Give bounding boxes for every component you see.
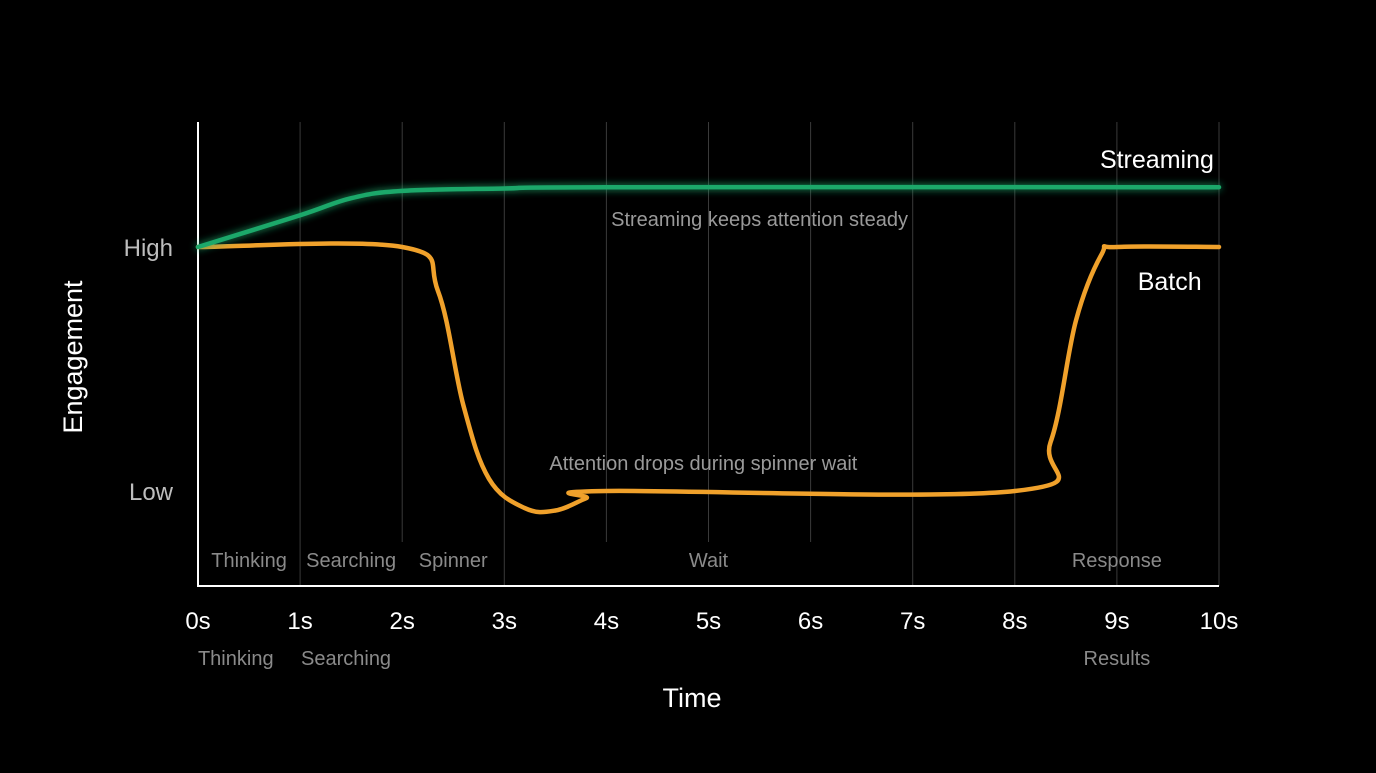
series-label-batch: Batch [1138, 268, 1202, 296]
x-tick-label-4: 4s [594, 608, 619, 635]
axes [197, 122, 1219, 587]
series-label-streaming: Streaming [1100, 146, 1214, 174]
sub-label-results: Results [1084, 648, 1151, 670]
sub-label-thinking: Thinking [198, 648, 274, 670]
y-tick-label-high: High [124, 235, 173, 262]
x-tick-label-5: 5s [696, 608, 721, 635]
x-axis-title: Time [663, 683, 722, 713]
phase-label-searching: Searching [306, 550, 396, 572]
x-tick-label-7: 7s [900, 608, 925, 635]
series-line-batch [195, 241, 1222, 515]
y-axis-title: Engagement [58, 280, 88, 434]
phase-label-wait: Wait [689, 550, 729, 572]
phase-label-spinner: Spinner [419, 550, 488, 572]
x-tick-label-6: 6s [798, 608, 823, 635]
y-tick-label-low: Low [129, 479, 174, 506]
x-tick-label-10: 10s [1200, 608, 1239, 635]
x-tick-label-2: 2s [390, 608, 415, 635]
annotation-1: Streaming keeps attention steady [611, 209, 908, 231]
x-tick-label-3: 3s [492, 608, 517, 635]
series-line-streaming [195, 184, 1222, 250]
x-tick-label-9: 9s [1104, 608, 1129, 635]
sub-label-searching: Searching [301, 648, 391, 670]
x-tick-label-8: 8s [1002, 608, 1027, 635]
x-tick-label-1: 1s [287, 608, 312, 635]
x-tick-label-0: 0s [185, 608, 210, 635]
labels: 0s 1s 2s 3s 4s 5s 6s 7s 8s 9s 10s High Low Time Engage… [58, 146, 1238, 713]
phase-label-response: Response [1072, 550, 1162, 572]
phase-label-thinking: Thinking [211, 550, 287, 572]
annotation-2: Attention drops during spinner wait [549, 453, 857, 475]
series [195, 184, 1222, 515]
